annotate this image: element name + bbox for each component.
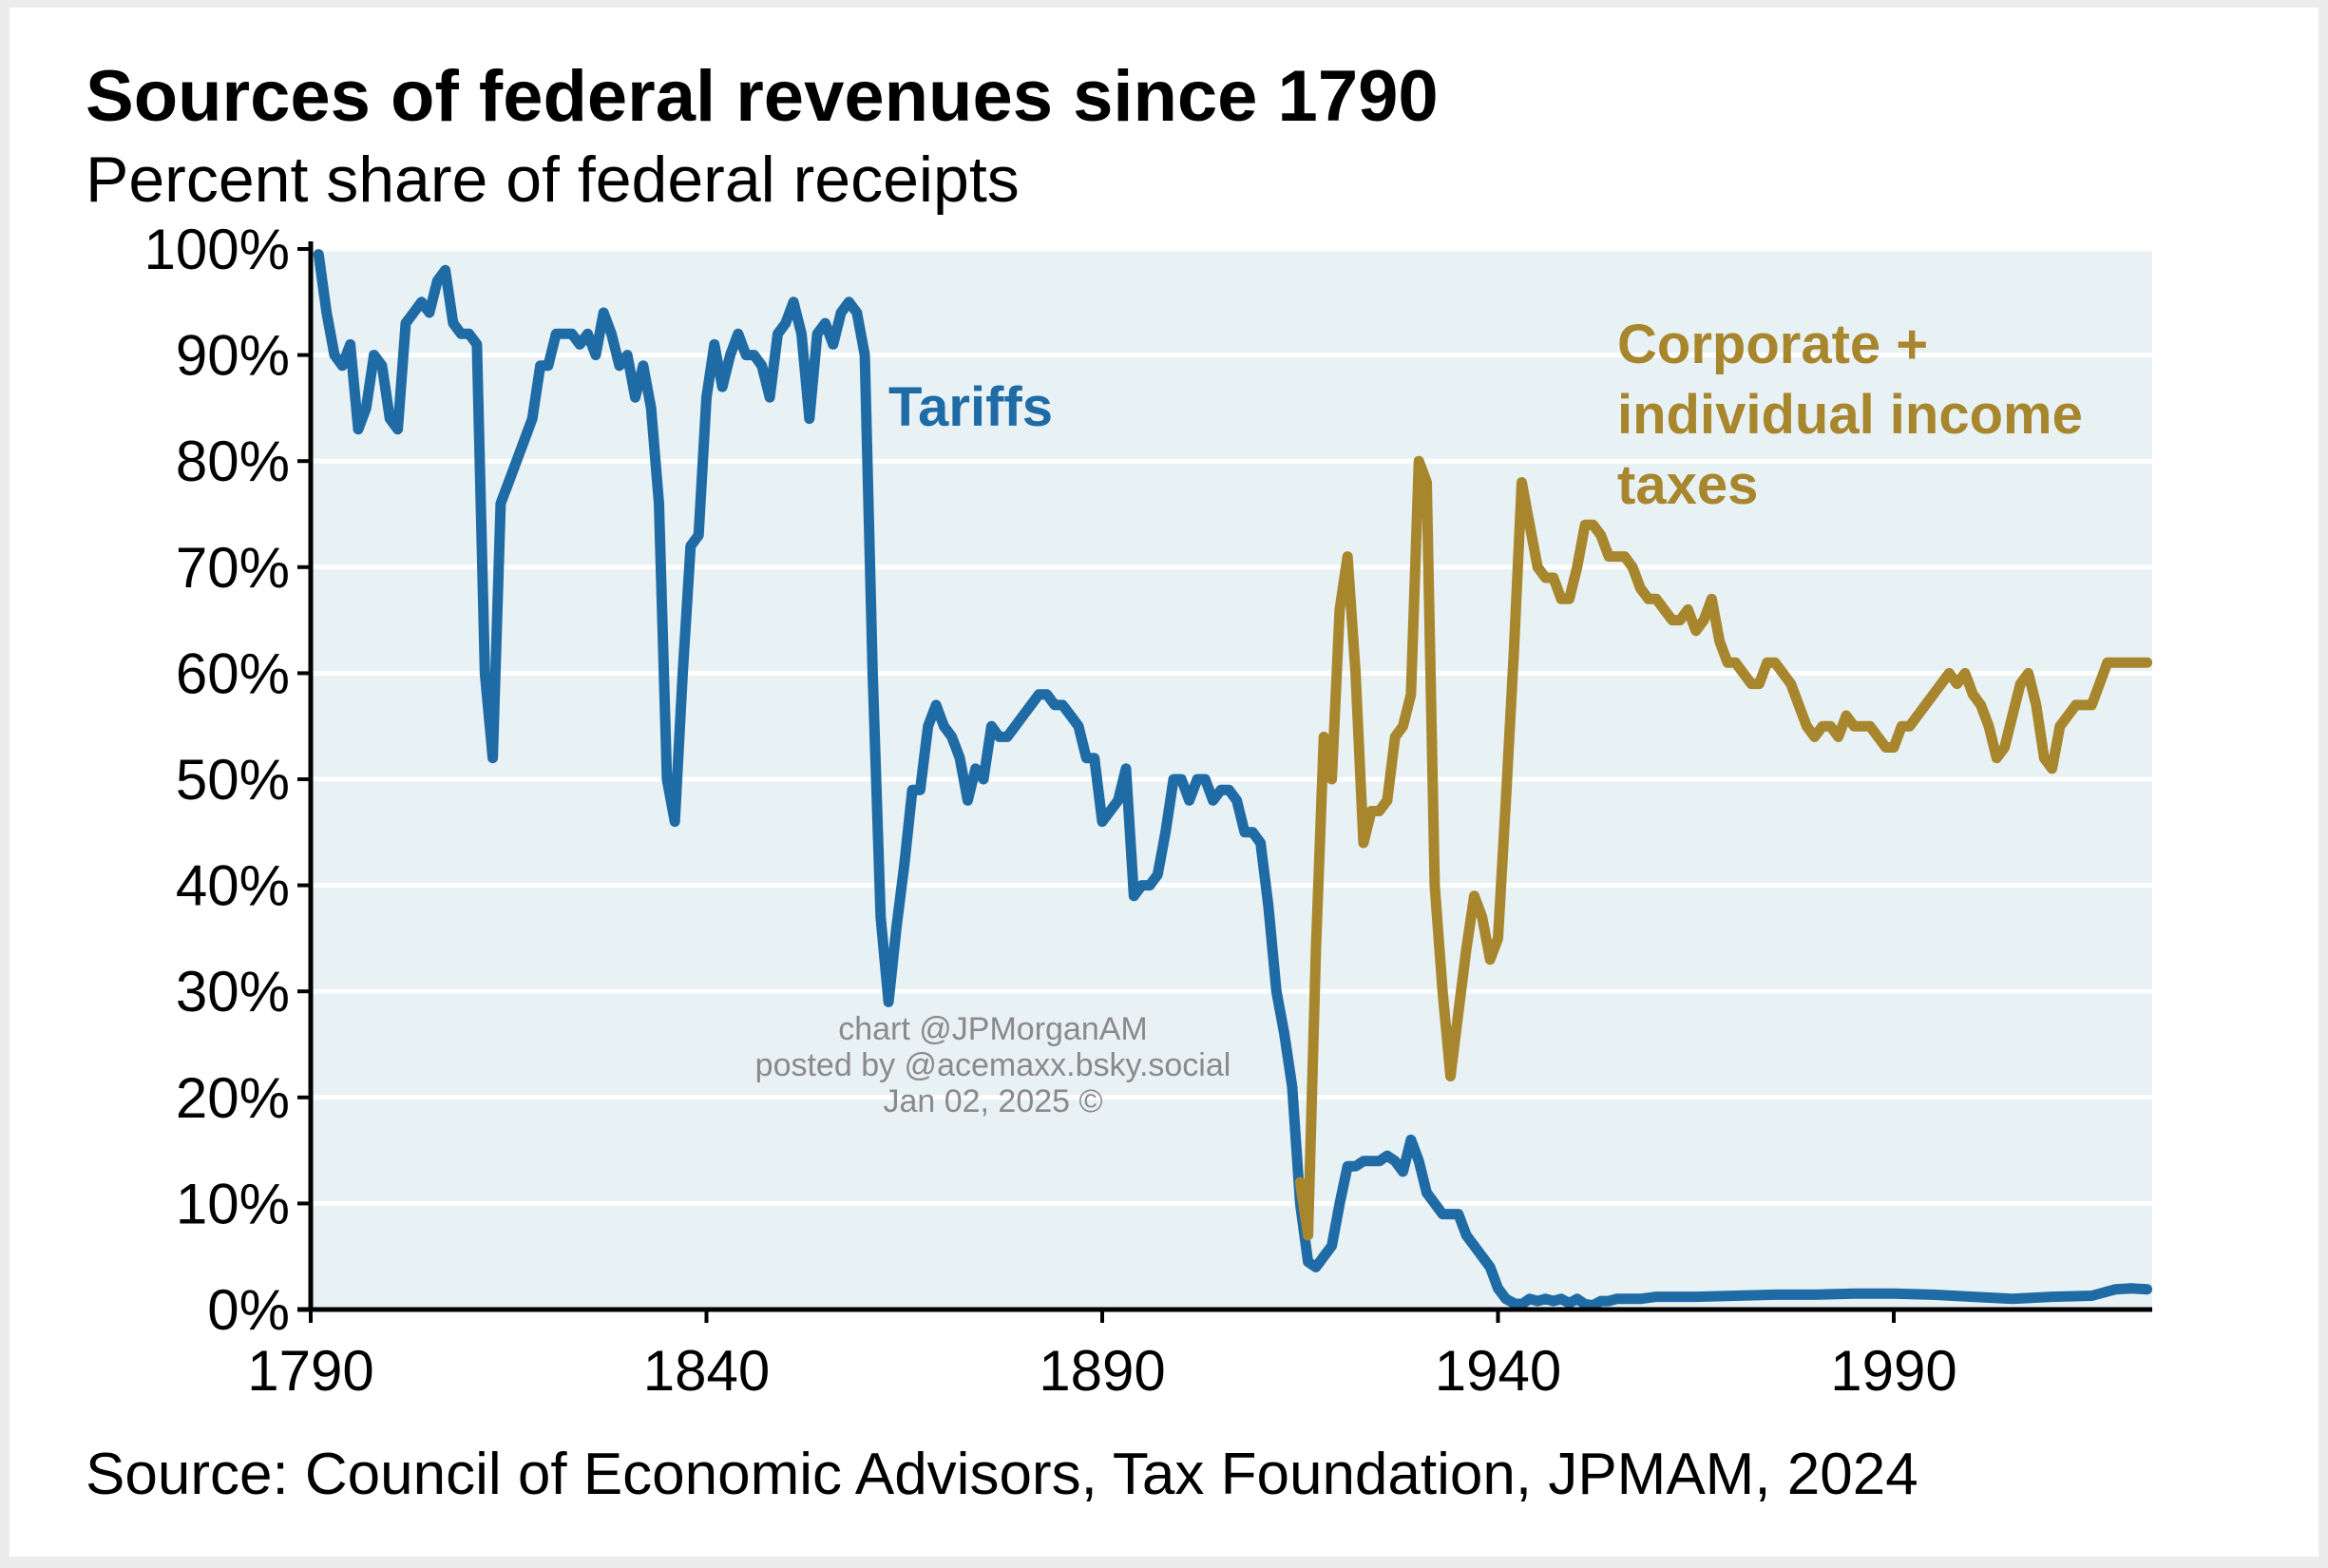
y-tick-label: 90% — [176, 324, 290, 388]
series-label-income-taxes: taxes — [1617, 454, 1758, 516]
series-label-income-taxes: individual income — [1617, 384, 2083, 446]
y-tick-label: 30% — [176, 960, 290, 1023]
credit-watermark-line: posted by @acemaxx.bsky.social — [755, 1047, 1231, 1083]
y-tick-label: 40% — [176, 854, 290, 918]
x-tick-label: 1940 — [1435, 1339, 1561, 1403]
y-tick-label: 60% — [176, 641, 290, 705]
axes: 0% 10% 20% 30% 40% 50% 60% 70% 80% 90% 100% 1790 184… — [144, 218, 2152, 1403]
y-tick-label: 10% — [176, 1172, 290, 1235]
series-label-income-taxes: Corporate + — [1617, 314, 1928, 375]
y-tick-label: 100% — [144, 218, 290, 281]
y-tick-label: 50% — [176, 748, 290, 812]
series-line-income-taxes — [1294, 455, 2153, 1241]
series-lines — [313, 249, 2153, 1310]
chart-subtitle: Percent share of federal receipts — [86, 143, 1020, 216]
annotations: Tariffs Corporate + individual income taxes… — [755, 314, 2083, 1119]
y-tick-label: 0% — [207, 1278, 290, 1342]
y-tick-label: 80% — [176, 430, 290, 493]
series-line-tariffs — [313, 249, 2153, 1310]
credit-watermark-line: chart @JPMorganAM — [838, 1011, 1148, 1047]
y-tick-label: 20% — [176, 1066, 290, 1130]
x-tick-label: 1790 — [247, 1339, 373, 1403]
x-tick-label: 1990 — [1830, 1339, 1956, 1403]
y-tick-label: 70% — [176, 536, 290, 600]
x-tick-label: 1890 — [1039, 1339, 1165, 1403]
series-label-tariffs: Tariffs — [888, 376, 1053, 438]
chart-title: Sources of federal revenues since 1790 — [86, 56, 1439, 137]
x-tick-label: 1840 — [643, 1339, 770, 1403]
credit-watermark-line: Jan 02, 2025 © — [883, 1083, 1102, 1119]
chart-source: Source: Council of Economic Advisors, Ta… — [86, 1442, 1918, 1507]
